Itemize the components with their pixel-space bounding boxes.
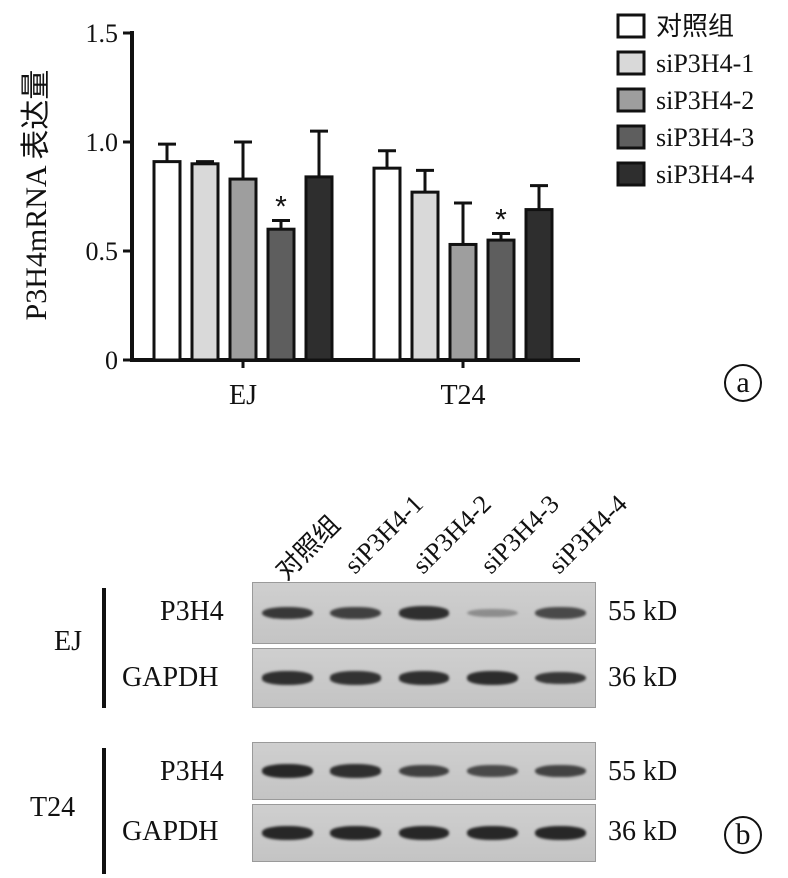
cell-line-label-ej: EJ (54, 626, 82, 657)
bar (486, 238, 516, 362)
y-tick-label: 1.0 (86, 128, 119, 157)
bar (372, 166, 402, 362)
protein-label-gapdh-ej: GAPDH (122, 662, 219, 693)
legend-swatch (616, 87, 646, 113)
legend-swatch (616, 50, 646, 76)
group-bracket-t24 (102, 748, 106, 874)
blot-band (398, 764, 450, 778)
blot-band (467, 671, 518, 685)
blot-band (535, 764, 587, 778)
legend-swatch (616, 124, 646, 150)
size-label-t24-p3h4: 55 kD (608, 756, 678, 787)
blot-band (467, 765, 518, 777)
y-tick-label: 0.5 (86, 237, 119, 266)
y-tick-label: 0 (105, 346, 118, 375)
blot-band (535, 607, 587, 619)
cell-line-label-t24: T24 (30, 792, 76, 823)
legend-label: siP3H4-3 (656, 123, 754, 152)
legend-label: siP3H4-1 (656, 49, 754, 78)
blot-band (330, 671, 381, 685)
panel-label-b-text: b (735, 818, 751, 851)
legend-swatch (616, 13, 646, 39)
significance-mark: * (275, 190, 287, 223)
blot-band (535, 826, 587, 840)
panel-label-a-text: a (736, 366, 750, 399)
blot-band (261, 826, 313, 840)
legend-label: siP3H4-4 (656, 160, 754, 189)
blot-band (467, 826, 518, 840)
protein-label-p3h4-t24: P3H4 (160, 756, 224, 787)
protein-label-gapdh-t24: GAPDH (122, 816, 219, 847)
bar (410, 190, 440, 362)
panel-label-a: a (724, 364, 762, 402)
blot-band (330, 764, 381, 778)
blot-band (467, 608, 518, 618)
blot-band (261, 606, 313, 620)
legend-label: 对照组 (656, 12, 734, 41)
size-label-ej-gapdh: 36 kD (608, 662, 678, 693)
bar (190, 162, 220, 362)
y-tick-label: 1.5 (86, 19, 119, 48)
legend-label: siP3H4-2 (656, 86, 754, 115)
blot-band (398, 606, 450, 620)
bar (524, 208, 554, 362)
bar (152, 160, 182, 362)
blot-band (535, 671, 587, 685)
blot-band (330, 606, 381, 620)
bar (228, 177, 258, 362)
group-bracket-ej (102, 588, 106, 708)
bar (448, 242, 478, 362)
blot-strip-t24-p3h4 (252, 742, 596, 800)
panel-label-b: b (724, 816, 762, 854)
blot-band (398, 671, 450, 685)
blot-strip-ej-p3h4 (252, 582, 596, 644)
size-label-t24-gapdh: 36 kD (608, 816, 678, 847)
bar (266, 227, 296, 362)
blot-band (330, 826, 381, 840)
y-axis-label: P3H4mRNA 表达量 (20, 70, 53, 321)
x-tick-label: T24 (440, 380, 485, 411)
size-label-ej-p3h4: 55 kD (608, 596, 678, 627)
lane-header-control: 对照组 (270, 509, 346, 586)
bar (304, 175, 334, 362)
blot-band (261, 671, 313, 685)
bar-chart: 0 0.5 1.0 1.5 P3H4mRNA 表达量 * EJ * T24 对照组 siP3H4-1… (20, 12, 754, 411)
protein-label-p3h4-ej: P3H4 (160, 596, 224, 627)
legend-swatch (616, 161, 646, 187)
blot-strip-ej-gapdh (252, 648, 596, 708)
significance-mark: * (495, 204, 507, 237)
blot-strip-t24-gapdh (252, 804, 596, 862)
blot-band (398, 826, 450, 840)
blot-band (261, 764, 313, 778)
western-blot: 对照组 siP3H4-1 siP3H4-2 siP3H4-3 siP3H4-4 … (0, 420, 788, 878)
x-tick-label: EJ (229, 380, 257, 411)
